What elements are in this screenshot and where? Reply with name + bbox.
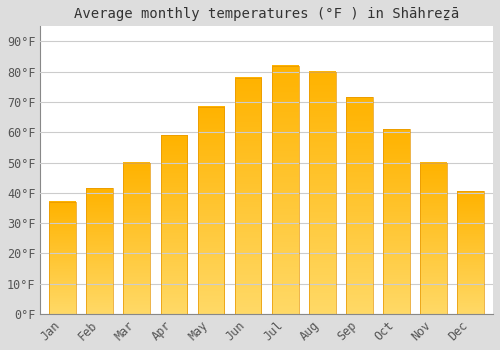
Bar	[346, 97, 373, 314]
Bar	[49, 202, 76, 314]
Bar	[383, 129, 410, 314]
Bar	[309, 72, 336, 314]
Bar	[420, 162, 447, 314]
Bar	[235, 78, 262, 314]
Bar	[160, 135, 188, 314]
Bar	[124, 162, 150, 314]
Bar	[198, 106, 224, 314]
Title: Average monthly temperatures (°F ) in Shāhreẕā: Average monthly temperatures (°F ) in Sh…	[74, 7, 460, 21]
Bar	[458, 191, 484, 314]
Bar	[272, 66, 298, 314]
Bar	[86, 188, 113, 314]
